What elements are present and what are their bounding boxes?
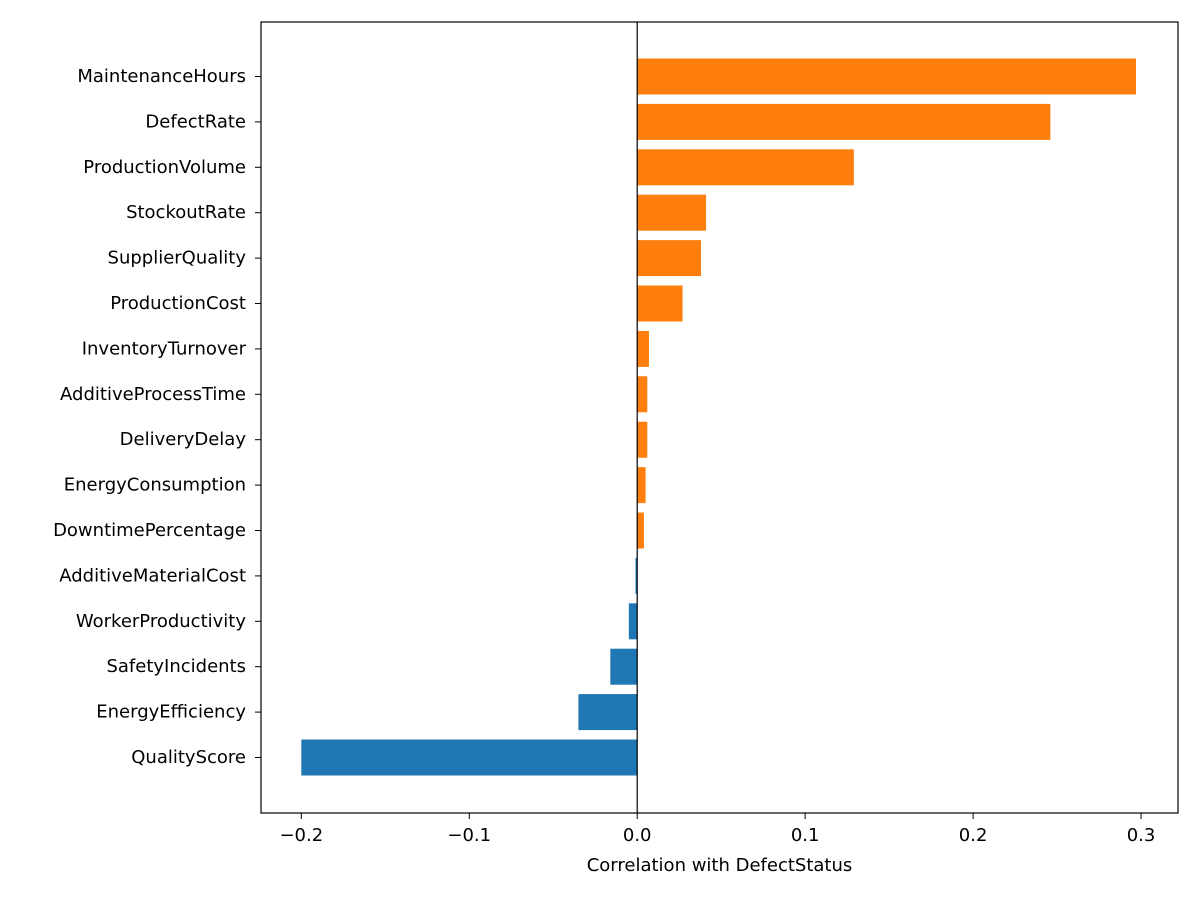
bar-energyconsumption bbox=[637, 467, 646, 504]
x-tick-label: 0.3 bbox=[1127, 825, 1156, 846]
x-axis-ticks: −0.2 −0.1 0.0 0.1 0.2 0.3 bbox=[279, 813, 1155, 846]
x-tick-label: 0.0 bbox=[623, 825, 652, 846]
bar-energyefficiency bbox=[578, 694, 638, 731]
y-tick-label: DowntimePercentage bbox=[53, 520, 246, 541]
y-tick-label: EnergyEfficiency bbox=[96, 702, 246, 723]
x-tick-label: −0.1 bbox=[447, 825, 491, 846]
x-tick-label: 0.1 bbox=[791, 825, 820, 846]
y-tick-label: SupplierQuality bbox=[108, 248, 247, 269]
bars-layer bbox=[301, 58, 1137, 776]
bar-productioncost bbox=[637, 285, 683, 322]
bar-downtimepercentage bbox=[637, 512, 644, 549]
bar-qualityscore bbox=[301, 739, 638, 776]
y-tick-label: WorkerProductivity bbox=[76, 611, 246, 632]
y-tick-label: MaintenanceHours bbox=[77, 66, 246, 87]
bar-additiveprocesstime bbox=[637, 376, 648, 413]
y-tick-label: ProductionCost bbox=[110, 293, 246, 314]
plot-frame bbox=[260, 21, 1179, 814]
x-tick-label: 0.2 bbox=[959, 825, 988, 846]
y-tick-label: DefectRate bbox=[145, 111, 246, 132]
bar-productionvolume bbox=[637, 149, 854, 186]
bar-supplierquality bbox=[637, 240, 702, 277]
bar-maintenancehours bbox=[637, 58, 1137, 95]
bar-additivematerialcost bbox=[635, 557, 638, 594]
bar-inventoryturnover bbox=[637, 330, 649, 367]
bar-safetyincidents bbox=[610, 648, 638, 685]
y-tick-label: AdditiveProcessTime bbox=[60, 384, 246, 405]
y-axis-ticks: MaintenanceHours DefectRate ProductionVolu… bbox=[53, 66, 261, 768]
bar-defectrate bbox=[637, 103, 1051, 140]
y-tick-label: EnergyConsumption bbox=[64, 475, 246, 496]
bar-workerproductivity bbox=[628, 603, 638, 640]
y-tick-label: AdditiveMaterialCost bbox=[59, 565, 246, 586]
y-tick-label: StockoutRate bbox=[126, 202, 246, 223]
x-axis-label: Correlation with DefectStatus bbox=[587, 855, 853, 876]
bar-deliverydelay bbox=[637, 421, 648, 458]
x-tick-label: −0.2 bbox=[279, 825, 323, 846]
y-tick-label: DeliveryDelay bbox=[120, 429, 247, 450]
y-tick-label: SafetyIncidents bbox=[106, 656, 246, 677]
y-tick-label: ProductionVolume bbox=[83, 157, 246, 178]
y-tick-label: InventoryTurnover bbox=[82, 338, 247, 359]
y-tick-label: QualityScore bbox=[131, 747, 246, 768]
bar-stockoutrate bbox=[637, 194, 707, 231]
